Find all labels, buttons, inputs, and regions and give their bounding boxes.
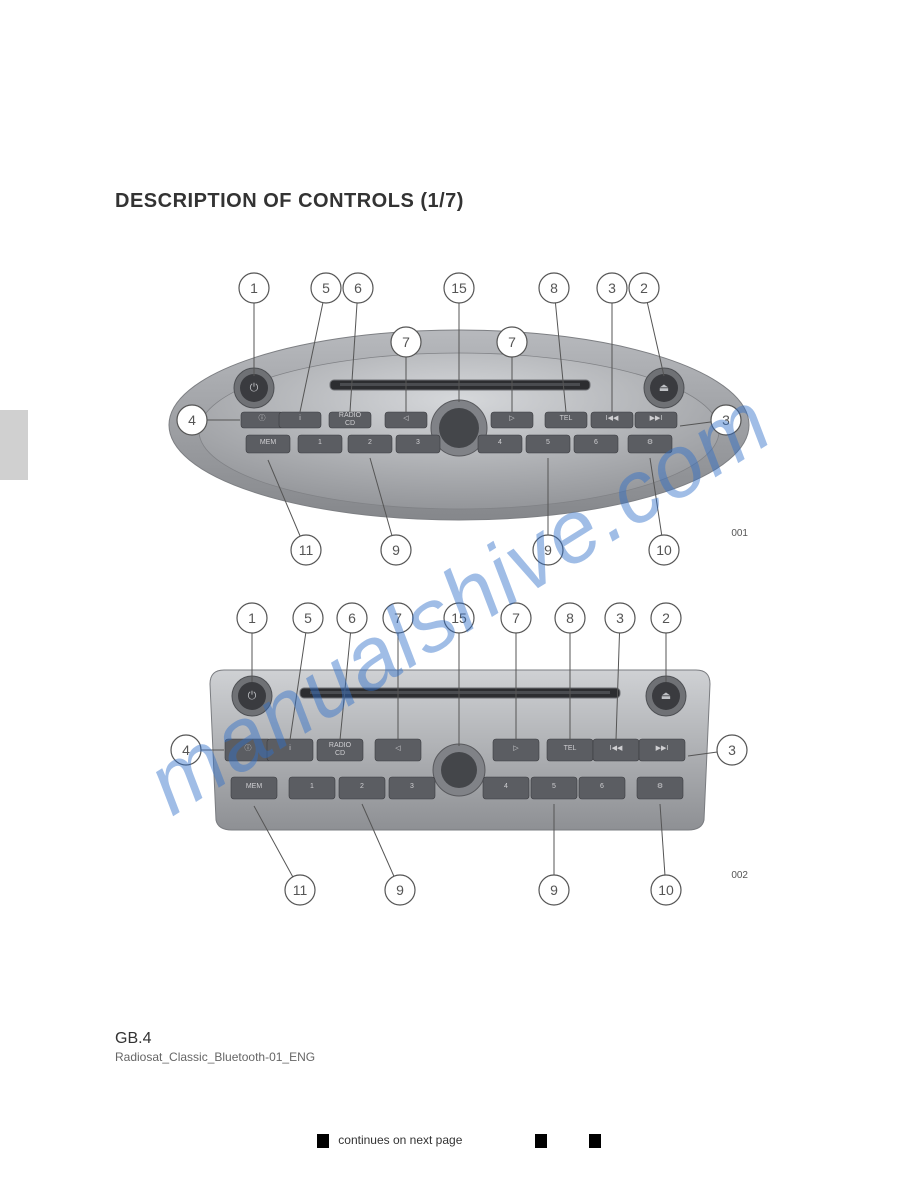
svg-text:5: 5 [552, 783, 556, 790]
svg-text:⏻: ⏻ [248, 690, 257, 702]
svg-text:3: 3 [616, 610, 624, 626]
svg-text:I◀◀: I◀◀ [610, 745, 623, 752]
svg-text:3: 3 [416, 439, 420, 446]
svg-text:15: 15 [451, 610, 467, 626]
svg-text:10: 10 [658, 882, 674, 898]
svg-text:5: 5 [322, 280, 330, 296]
svg-text:11: 11 [293, 882, 308, 898]
svg-text:◁: ◁ [395, 745, 401, 752]
svg-text:6: 6 [348, 610, 356, 626]
svg-text:9: 9 [550, 882, 558, 898]
footer: continues on next page [0, 1133, 918, 1148]
svg-text:4: 4 [498, 439, 502, 446]
svg-text:3: 3 [410, 783, 414, 790]
svg-text:8: 8 [550, 280, 558, 296]
svg-text:8: 8 [566, 610, 574, 626]
footer-text: continues on next page [338, 1133, 462, 1147]
svg-text:⏏: ⏏ [661, 690, 671, 702]
page: { "heading": "DESCRIPTION OF CONTROLS (1… [0, 0, 918, 1188]
image-ref-top: 001 [731, 528, 748, 539]
svg-text:▷: ▷ [513, 745, 519, 752]
svg-text:TEL: TEL [560, 415, 573, 422]
diagram-radio-top: ⏻⏏ⓘiRADIOCD◁▷TELI◀◀▶▶IMEM123456⚙15615832… [0, 230, 918, 590]
diagram-radio-bottom: ⏻⏏ⓘiRADIOCD◁▷TELI◀◀▶▶IMEM123456⚙15671578… [0, 580, 918, 920]
svg-text:10: 10 [656, 542, 672, 558]
svg-text:1: 1 [248, 610, 256, 626]
svg-text:6: 6 [594, 439, 598, 446]
svg-text:▷: ▷ [509, 415, 515, 422]
svg-text:TEL: TEL [564, 745, 577, 752]
svg-text:6: 6 [354, 280, 362, 296]
svg-text:5: 5 [546, 439, 550, 446]
svg-text:4: 4 [182, 742, 190, 758]
svg-text:7: 7 [402, 334, 410, 350]
svg-text:1: 1 [310, 783, 314, 790]
svg-text:2: 2 [360, 783, 364, 790]
svg-text:MEM: MEM [260, 439, 277, 446]
svg-text:7: 7 [394, 610, 402, 626]
svg-text:6: 6 [600, 783, 604, 790]
svg-text:15: 15 [451, 280, 467, 296]
svg-text:MEM: MEM [246, 783, 263, 790]
svg-text:⚙: ⚙ [647, 438, 653, 446]
svg-text:1: 1 [318, 439, 322, 446]
footer-block-icon [535, 1134, 547, 1148]
svg-text:9: 9 [392, 542, 400, 558]
svg-text:9: 9 [544, 542, 552, 558]
svg-text:ⓘ: ⓘ [245, 744, 252, 752]
page-number: GB.4 [115, 1030, 151, 1048]
image-ref-bottom: 002 [731, 870, 748, 881]
svg-text:▶▶I: ▶▶I [650, 415, 663, 422]
svg-text:4: 4 [504, 783, 508, 790]
svg-text:3: 3 [728, 742, 736, 758]
footer-block-icon [589, 1134, 601, 1148]
svg-text:3: 3 [722, 412, 730, 428]
svg-text:⏻: ⏻ [250, 382, 259, 394]
svg-text:7: 7 [508, 334, 516, 350]
svg-text:▶▶I: ▶▶I [656, 745, 669, 752]
svg-text:1: 1 [250, 280, 258, 296]
svg-text:2: 2 [368, 439, 372, 446]
section-label: Radiosat_Classic_Bluetooth-01_ENG [115, 1050, 315, 1064]
svg-text:2: 2 [640, 280, 648, 296]
svg-text:9: 9 [396, 882, 404, 898]
page-title: DESCRIPTION OF CONTROLS (1/7) [115, 190, 464, 213]
svg-text:⏏: ⏏ [659, 382, 669, 394]
svg-text:I◀◀: I◀◀ [606, 415, 619, 422]
svg-text:7: 7 [512, 610, 520, 626]
svg-text:3: 3 [608, 280, 616, 296]
svg-text:4: 4 [188, 412, 196, 428]
svg-text:ⓘ: ⓘ [259, 414, 266, 422]
svg-text:2: 2 [662, 610, 670, 626]
svg-text:11: 11 [299, 542, 314, 558]
svg-text:5: 5 [304, 610, 312, 626]
svg-text:◁: ◁ [403, 415, 409, 422]
footer-block-icon [317, 1134, 329, 1148]
svg-text:⚙: ⚙ [657, 782, 663, 790]
